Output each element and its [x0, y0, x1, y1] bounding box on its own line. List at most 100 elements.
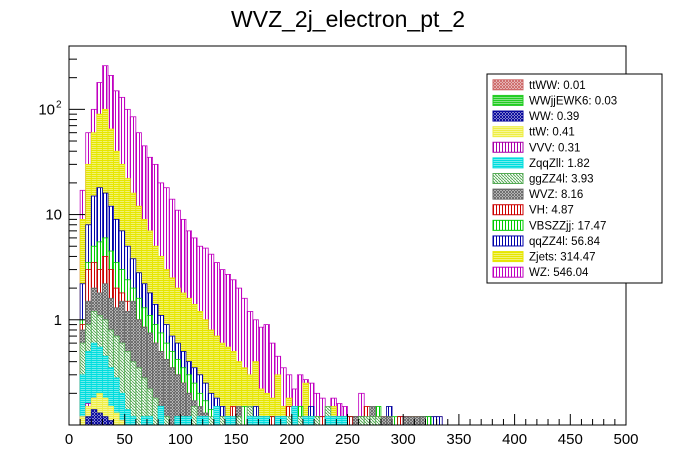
- bar-wvz-16: [168, 367, 176, 426]
- bar-ggzz4l-25: [218, 416, 226, 426]
- bar-wvz-54: [380, 416, 387, 426]
- bar-ww-4: [102, 416, 109, 426]
- bar-vbszzjj-29: [241, 406, 248, 426]
- legend-swatch-ww: [492, 110, 524, 122]
- bar-vbszzjj-62: [425, 416, 432, 426]
- legend-label-wz: WZ: 546.04: [529, 267, 589, 279]
- bar-zqqzll-22: [202, 416, 209, 426]
- y-tick-label: 10: [38, 101, 55, 118]
- bar-zqqzll-35: [274, 416, 282, 426]
- bar-wvz-59: [408, 416, 415, 426]
- bar-zqqzll-32: [257, 416, 265, 426]
- y-tick-label: 1: [54, 312, 62, 329]
- bar-vh-57: [397, 416, 404, 426]
- bar-zqqzll-31: [252, 416, 259, 426]
- bar-ttw-7: [118, 420, 126, 426]
- bar-ggzz4l-23: [207, 416, 215, 426]
- bar-zqqzll-11: [141, 416, 148, 426]
- x-tick-label: 250: [335, 431, 360, 448]
- bar-wvz-49: [352, 416, 360, 426]
- bar-vh-43: [319, 416, 326, 426]
- bar-wvz-58: [402, 416, 410, 426]
- x-tick-label: 500: [613, 431, 638, 448]
- bar-ttw-0: [79, 416, 87, 426]
- bar-zqqzll-44: [324, 416, 332, 426]
- bar-zqqzll-12: [146, 416, 153, 426]
- legend-swatch-wz: [492, 266, 524, 278]
- x-tick-label: 450: [558, 431, 583, 448]
- legend-label-vvv: VVV: 0.31: [529, 142, 580, 154]
- bar-ggzz4l-53: [374, 416, 382, 426]
- bar-wvz-60: [413, 416, 421, 426]
- bar-zqqzll-27: [230, 416, 237, 426]
- legend-label-ttww: ttWW: 0.01: [529, 80, 586, 92]
- bar-zqqzll-45: [330, 416, 337, 426]
- x-tick-label: 0: [65, 431, 73, 448]
- bar-zqqzll-24: [213, 406, 220, 426]
- bar-zqqzll-17: [174, 416, 181, 426]
- bar-zqqzll-18: [179, 416, 187, 426]
- legend-swatch-wvz: [492, 188, 524, 200]
- bar-qqzz4l-64: [436, 416, 443, 426]
- bar-zqqzll-46: [335, 416, 343, 426]
- legend-label-ww: WW: 0.39: [529, 111, 579, 123]
- bar-zjets-26: [224, 346, 231, 426]
- legend-label-wvz: WVZ: 8.16: [529, 189, 583, 201]
- x-tick-label: 350: [446, 431, 471, 448]
- legend-swatch-vh: [492, 204, 524, 216]
- bar-ggzz4l-13: [152, 397, 159, 426]
- bar-zqqzll-14: [157, 406, 165, 426]
- x-tick-label: 200: [279, 431, 304, 448]
- bar-ttw-6: [113, 412, 120, 426]
- legend: ttWW: 0.01 WWjjEWK6: 0.03 WW: 0.39 ttW: 0.4…: [486, 73, 663, 284]
- chart-title: WVZ_2j_electron_pt_2: [231, 6, 465, 32]
- legend-swatch-zqqzll: [492, 157, 524, 169]
- legend-swatch-vvv: [492, 141, 524, 153]
- x-tick-label: 50: [116, 431, 133, 448]
- y-tick-label: 10: [45, 207, 62, 224]
- y-tick-exponent: 2: [56, 99, 62, 110]
- bar-ggzz4l-9: [129, 361, 137, 426]
- legend-swatch-ttw: [492, 126, 524, 138]
- legend-label-ttw: ttW: 0.41: [529, 127, 575, 139]
- bar-ww-2: [90, 409, 98, 426]
- bar-zqqzll-8: [124, 409, 131, 426]
- legend-label-wwjjewk6: WWjjEWK6: 0.03: [529, 95, 617, 107]
- bar-ww-5: [107, 420, 114, 426]
- x-tick-label: 100: [168, 431, 193, 448]
- bar-zqqzll-41: [308, 416, 315, 426]
- legend-swatch-ggzz4l: [492, 173, 524, 184]
- x-tick-label: 400: [502, 431, 527, 448]
- bar-qqzz4l-63: [430, 416, 438, 426]
- bar-vbszzjj-56: [391, 416, 399, 426]
- bar-wvz-55: [386, 416, 393, 426]
- bar-ggzz4l-42: [313, 416, 321, 426]
- bar-zqqzll-30: [246, 416, 254, 426]
- bar-ggzz4l-52: [369, 416, 376, 426]
- bar-vh-48: [347, 416, 354, 426]
- legend-swatch-zjets: [492, 251, 524, 263]
- bar-ggzz4l-28: [235, 416, 243, 426]
- bar-ggzz4l-39: [296, 416, 304, 426]
- bar-zqqzll-33: [263, 416, 270, 426]
- legend-label-zjets: Zjets: 314.47: [529, 252, 595, 264]
- legend-swatch-qqzz4l: [492, 235, 524, 247]
- x-tick-label: 150: [224, 431, 249, 448]
- bar-ww-1: [85, 416, 92, 426]
- bar-zqqzll-38: [291, 406, 298, 426]
- bar-wvz-15: [163, 359, 170, 426]
- bar-zqqzll-19: [185, 416, 192, 426]
- legend-label-vh: VH: 4.87: [529, 205, 574, 217]
- legend-label-zqqzll: ZqqZll: 1.82: [529, 158, 590, 170]
- legend-swatch-vbszzjj: [492, 219, 524, 231]
- bar-zqqzll-40: [302, 416, 309, 426]
- bar-zqqzll-26: [224, 416, 231, 426]
- legend-label-ggzz4l: ggZZ4l: 3.93: [529, 174, 594, 186]
- x-tick-label: 300: [391, 431, 416, 448]
- bar-wvz-61: [419, 416, 426, 426]
- bar-ggzz4l-37: [285, 416, 293, 426]
- bar-ggzz4l-51: [363, 416, 371, 426]
- bar-ggzz4l-20: [191, 406, 198, 426]
- legend-swatch-wwjjewk6: [492, 94, 524, 106]
